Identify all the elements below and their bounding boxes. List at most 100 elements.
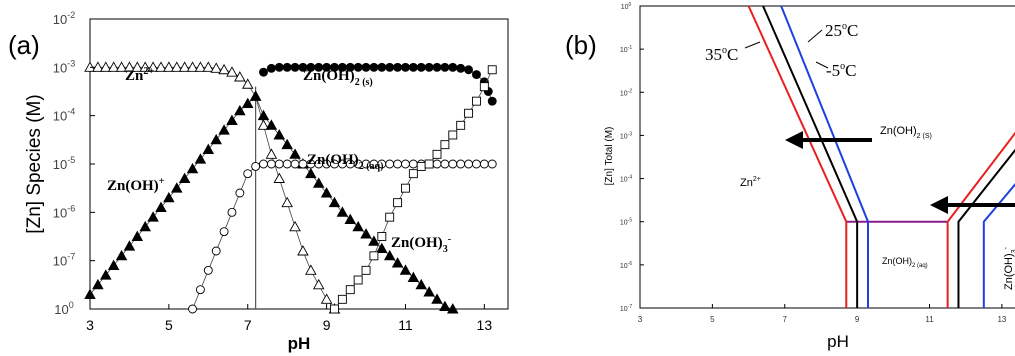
data-point: [147, 211, 159, 222]
data-point: [289, 220, 301, 232]
y-tick-label: 10-1: [620, 45, 632, 54]
boundary-line-right: [982, 182, 1015, 308]
data-point: [100, 269, 112, 280]
data-point: [249, 90, 262, 101]
data-point: [226, 114, 238, 125]
panel-b-label: (b): [565, 30, 597, 60]
label-zn-oh-plus: Zn(OH)+: [107, 176, 165, 194]
data-point: [487, 96, 497, 106]
data-point: [107, 259, 120, 270]
data-point: [464, 108, 474, 118]
x-tick-label: 5: [165, 317, 173, 333]
data-point: [360, 228, 372, 239]
data-point: [487, 159, 497, 169]
data-point: [241, 97, 254, 109]
data-point: [281, 196, 293, 208]
data-point: [377, 62, 387, 72]
data-point: [186, 61, 199, 72]
data-point: [297, 245, 309, 256]
data-point: [203, 265, 213, 275]
data-point: [391, 257, 404, 268]
data-point: [243, 169, 253, 179]
panel-a-y-axis-title: [Zn] Species (M): [24, 94, 45, 233]
panel-a-x-axis-title: pH: [288, 334, 311, 353]
y-tick-label: 10-7: [53, 252, 75, 269]
data-point: [211, 246, 221, 256]
data-point: [282, 62, 292, 72]
data-point: [115, 249, 128, 261]
data-point: [376, 242, 388, 254]
boundary-line-right: [957, 148, 1015, 308]
data-point: [178, 61, 191, 72]
boundary-line-left: [762, 5, 859, 308]
data-point: [431, 293, 443, 304]
data-point: [257, 119, 270, 130]
data-point: [393, 198, 403, 208]
data-point: [226, 66, 238, 77]
data-point: [456, 63, 466, 73]
data-point: [139, 220, 151, 232]
data-point: [439, 300, 451, 312]
data-point: [479, 82, 489, 92]
data-point: [305, 167, 317, 179]
data-point: [92, 61, 104, 72]
data-point: [281, 138, 293, 150]
data-point: [385, 62, 395, 72]
x-tick-label: 13: [477, 317, 493, 333]
data-point: [257, 109, 270, 121]
data-point: [163, 191, 175, 203]
data-point: [407, 271, 420, 283]
data-point: [251, 161, 261, 171]
data-point: [210, 62, 222, 73]
data-point: [464, 159, 474, 169]
data-point: [415, 278, 428, 290]
data-point: [312, 278, 325, 290]
data-point: [195, 285, 205, 295]
data-point: [163, 61, 175, 72]
data-point: [115, 61, 128, 72]
data-point: [131, 230, 144, 241]
data-point: [84, 288, 96, 299]
data-point: [448, 62, 458, 72]
y-tick-label: 10-4: [620, 175, 632, 184]
data-point: [170, 61, 183, 72]
data-point: [210, 133, 222, 145]
data-point: [408, 159, 418, 169]
x-tick-label: 7: [783, 315, 788, 324]
label-zn2plus: Zn2+: [125, 66, 154, 84]
data-point: [265, 119, 278, 130]
label-25c: 25oC: [825, 21, 858, 40]
data-point: [423, 286, 435, 297]
data-point: [369, 251, 379, 261]
data-point: [100, 61, 112, 72]
y-tick-label: 10-4: [53, 107, 75, 124]
arrow-left-2: [930, 196, 1015, 214]
y-tick-label: 10-3: [53, 58, 75, 75]
x-tick-label: 11: [398, 317, 413, 333]
data-point: [440, 159, 450, 169]
data-point: [123, 240, 136, 251]
data-point: [352, 220, 364, 232]
panel-b-plot-frame: [639, 5, 1015, 309]
data-point: [440, 140, 450, 150]
data-point: [336, 206, 349, 217]
x-tick-label: 9: [323, 317, 331, 333]
data-point: [131, 61, 144, 72]
data-point: [416, 62, 426, 72]
data-point: [377, 232, 387, 241]
data-point: [234, 71, 246, 82]
y-tick-label: 10-6: [53, 203, 75, 220]
y-tick-label: 10-6: [620, 261, 632, 270]
data-point: [266, 63, 276, 73]
data-point: [401, 183, 410, 193]
data-point: [218, 63, 230, 75]
label-zn-oh-2-aq-b: Zn(OH)2 (aq): [882, 256, 928, 269]
x-tick-label: 3: [638, 315, 643, 324]
data-point: [241, 78, 254, 89]
data-point: [274, 62, 284, 72]
data-point: [432, 62, 442, 72]
arrow-left-1: [785, 131, 872, 149]
data-point: [408, 62, 418, 72]
data-point: [345, 285, 355, 295]
